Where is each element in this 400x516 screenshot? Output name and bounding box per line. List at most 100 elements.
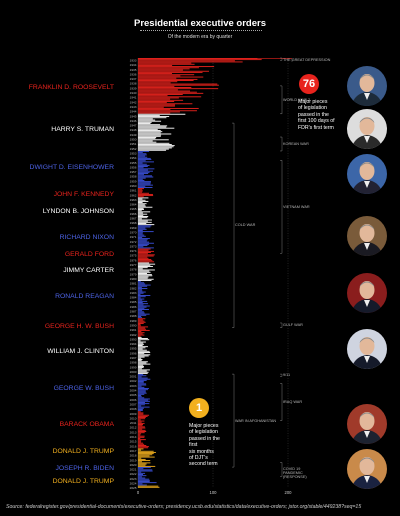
bar-quarter bbox=[138, 66, 215, 68]
event-label: IRAQ WAR bbox=[283, 400, 303, 404]
year-tick-label: 2015 bbox=[130, 440, 137, 444]
bar-quarter bbox=[138, 435, 145, 437]
president-portrait bbox=[347, 329, 387, 369]
trump-callout-line: of legislation bbox=[189, 429, 218, 436]
bar-quarter bbox=[138, 223, 147, 224]
bar-quarter bbox=[138, 464, 146, 466]
bar-quarter bbox=[138, 145, 175, 147]
bar-quarter bbox=[138, 224, 155, 226]
portrait-figure-icon bbox=[351, 412, 383, 444]
president-portrait bbox=[347, 449, 387, 489]
title-divider bbox=[140, 30, 262, 31]
bar-quarter bbox=[138, 168, 155, 170]
bar-quarter bbox=[138, 256, 148, 258]
bar-quarter bbox=[138, 396, 142, 398]
year-tick-label: 1939 bbox=[130, 86, 137, 90]
bar-quarter bbox=[138, 356, 145, 358]
bar-quarter bbox=[138, 313, 150, 315]
bar-quarter bbox=[138, 64, 173, 66]
bar-quarter bbox=[138, 69, 183, 71]
year-tick-label: 1985 bbox=[130, 300, 137, 304]
bar-quarter bbox=[138, 408, 143, 410]
bar-quarter bbox=[138, 101, 175, 102]
bar-quarter bbox=[138, 203, 147, 205]
year-tick-label: 2014 bbox=[130, 435, 137, 439]
trump-callout-line: of DJT's bbox=[189, 455, 208, 462]
fdr-callout-line: FDR's first term bbox=[298, 124, 334, 131]
bar-quarter bbox=[138, 166, 148, 167]
bar-quarter bbox=[138, 305, 150, 307]
bar-quarter bbox=[138, 485, 159, 487]
bar-quarter bbox=[138, 252, 151, 253]
president-label: GEORGE H. W. BUSH bbox=[44, 323, 114, 330]
year-tick-label: 1963 bbox=[130, 198, 137, 202]
fdr-callout-line: passed in the bbox=[298, 111, 329, 118]
year-tick-label: 1995 bbox=[130, 347, 137, 351]
bar-quarter bbox=[138, 460, 151, 462]
year-tick-label: 1992 bbox=[130, 333, 137, 337]
event-bracket bbox=[280, 160, 283, 254]
bar-quarter bbox=[138, 142, 170, 144]
bar-quarter bbox=[138, 334, 145, 336]
bar-quarter bbox=[138, 310, 143, 312]
bar-quarter bbox=[138, 147, 172, 149]
bar-quarter bbox=[138, 88, 219, 90]
bar-quarter bbox=[138, 144, 172, 145]
bar-quarter bbox=[138, 207, 144, 209]
president-label: WILLIAM J. CLINTON bbox=[47, 348, 114, 355]
bar-quarter bbox=[138, 354, 151, 356]
year-tick-label: 1962 bbox=[130, 193, 137, 197]
president-label: RONALD REAGAN bbox=[55, 293, 114, 300]
bar-quarter bbox=[138, 170, 153, 172]
year-tick-label: 1941 bbox=[130, 96, 137, 100]
year-tick-label: 1943 bbox=[130, 105, 137, 109]
bar-quarter bbox=[138, 357, 142, 359]
bar-quarter bbox=[138, 118, 153, 120]
bar-quarter bbox=[138, 202, 143, 204]
bar-quarter bbox=[138, 81, 178, 83]
bar-quarter bbox=[138, 353, 145, 355]
bar-quarter bbox=[138, 398, 150, 400]
bar-quarter bbox=[138, 227, 146, 229]
bar-quarter bbox=[138, 178, 143, 180]
portrait-figure-icon bbox=[351, 281, 383, 313]
bar-quarter bbox=[138, 471, 142, 473]
bar-quarter bbox=[138, 341, 146, 343]
bar-quarter bbox=[138, 138, 156, 140]
bar-quarter bbox=[138, 153, 147, 155]
bar-quarter bbox=[138, 355, 149, 357]
bar-quarter bbox=[138, 174, 145, 176]
bar-quarter bbox=[138, 331, 142, 333]
bar-quarter bbox=[138, 94, 183, 95]
year-tick-label: 2018 bbox=[130, 454, 137, 458]
bar-quarter bbox=[138, 89, 178, 91]
year-tick-label: 1957 bbox=[130, 170, 137, 174]
year-tick-label: 2010 bbox=[130, 416, 137, 420]
event-bracket bbox=[280, 322, 283, 328]
bar-quarter bbox=[138, 141, 157, 143]
bar-quarter bbox=[138, 469, 153, 471]
bar-quarter bbox=[138, 438, 141, 439]
bar-quarter bbox=[138, 479, 150, 481]
bar-quarter bbox=[138, 378, 151, 380]
event-bracket bbox=[280, 85, 283, 114]
bar-quarter bbox=[138, 254, 155, 256]
event-label: COVID 19 PANDEMIC (RESPONSE) bbox=[283, 467, 307, 480]
bar-quarter bbox=[138, 304, 144, 306]
source-note: Source: federalregister.gov/presidential… bbox=[6, 504, 362, 510]
bar-quarter bbox=[138, 76, 204, 78]
year-tick-label: 1942 bbox=[130, 100, 137, 104]
bar-quarter bbox=[138, 132, 161, 134]
bar-quarter bbox=[138, 410, 143, 412]
bar-quarter bbox=[138, 150, 150, 152]
x-tick-label: 0 bbox=[137, 490, 140, 495]
bar-quarter bbox=[138, 465, 156, 467]
bar-quarter bbox=[138, 327, 146, 329]
year-tick-label: 1955 bbox=[130, 161, 137, 165]
bar-quarter bbox=[138, 221, 152, 223]
bar-quarter bbox=[138, 291, 146, 293]
bar-quarter bbox=[138, 450, 154, 452]
bar-quarter bbox=[138, 263, 156, 265]
bar-quarter bbox=[138, 439, 146, 441]
bar-quarter bbox=[138, 155, 146, 157]
